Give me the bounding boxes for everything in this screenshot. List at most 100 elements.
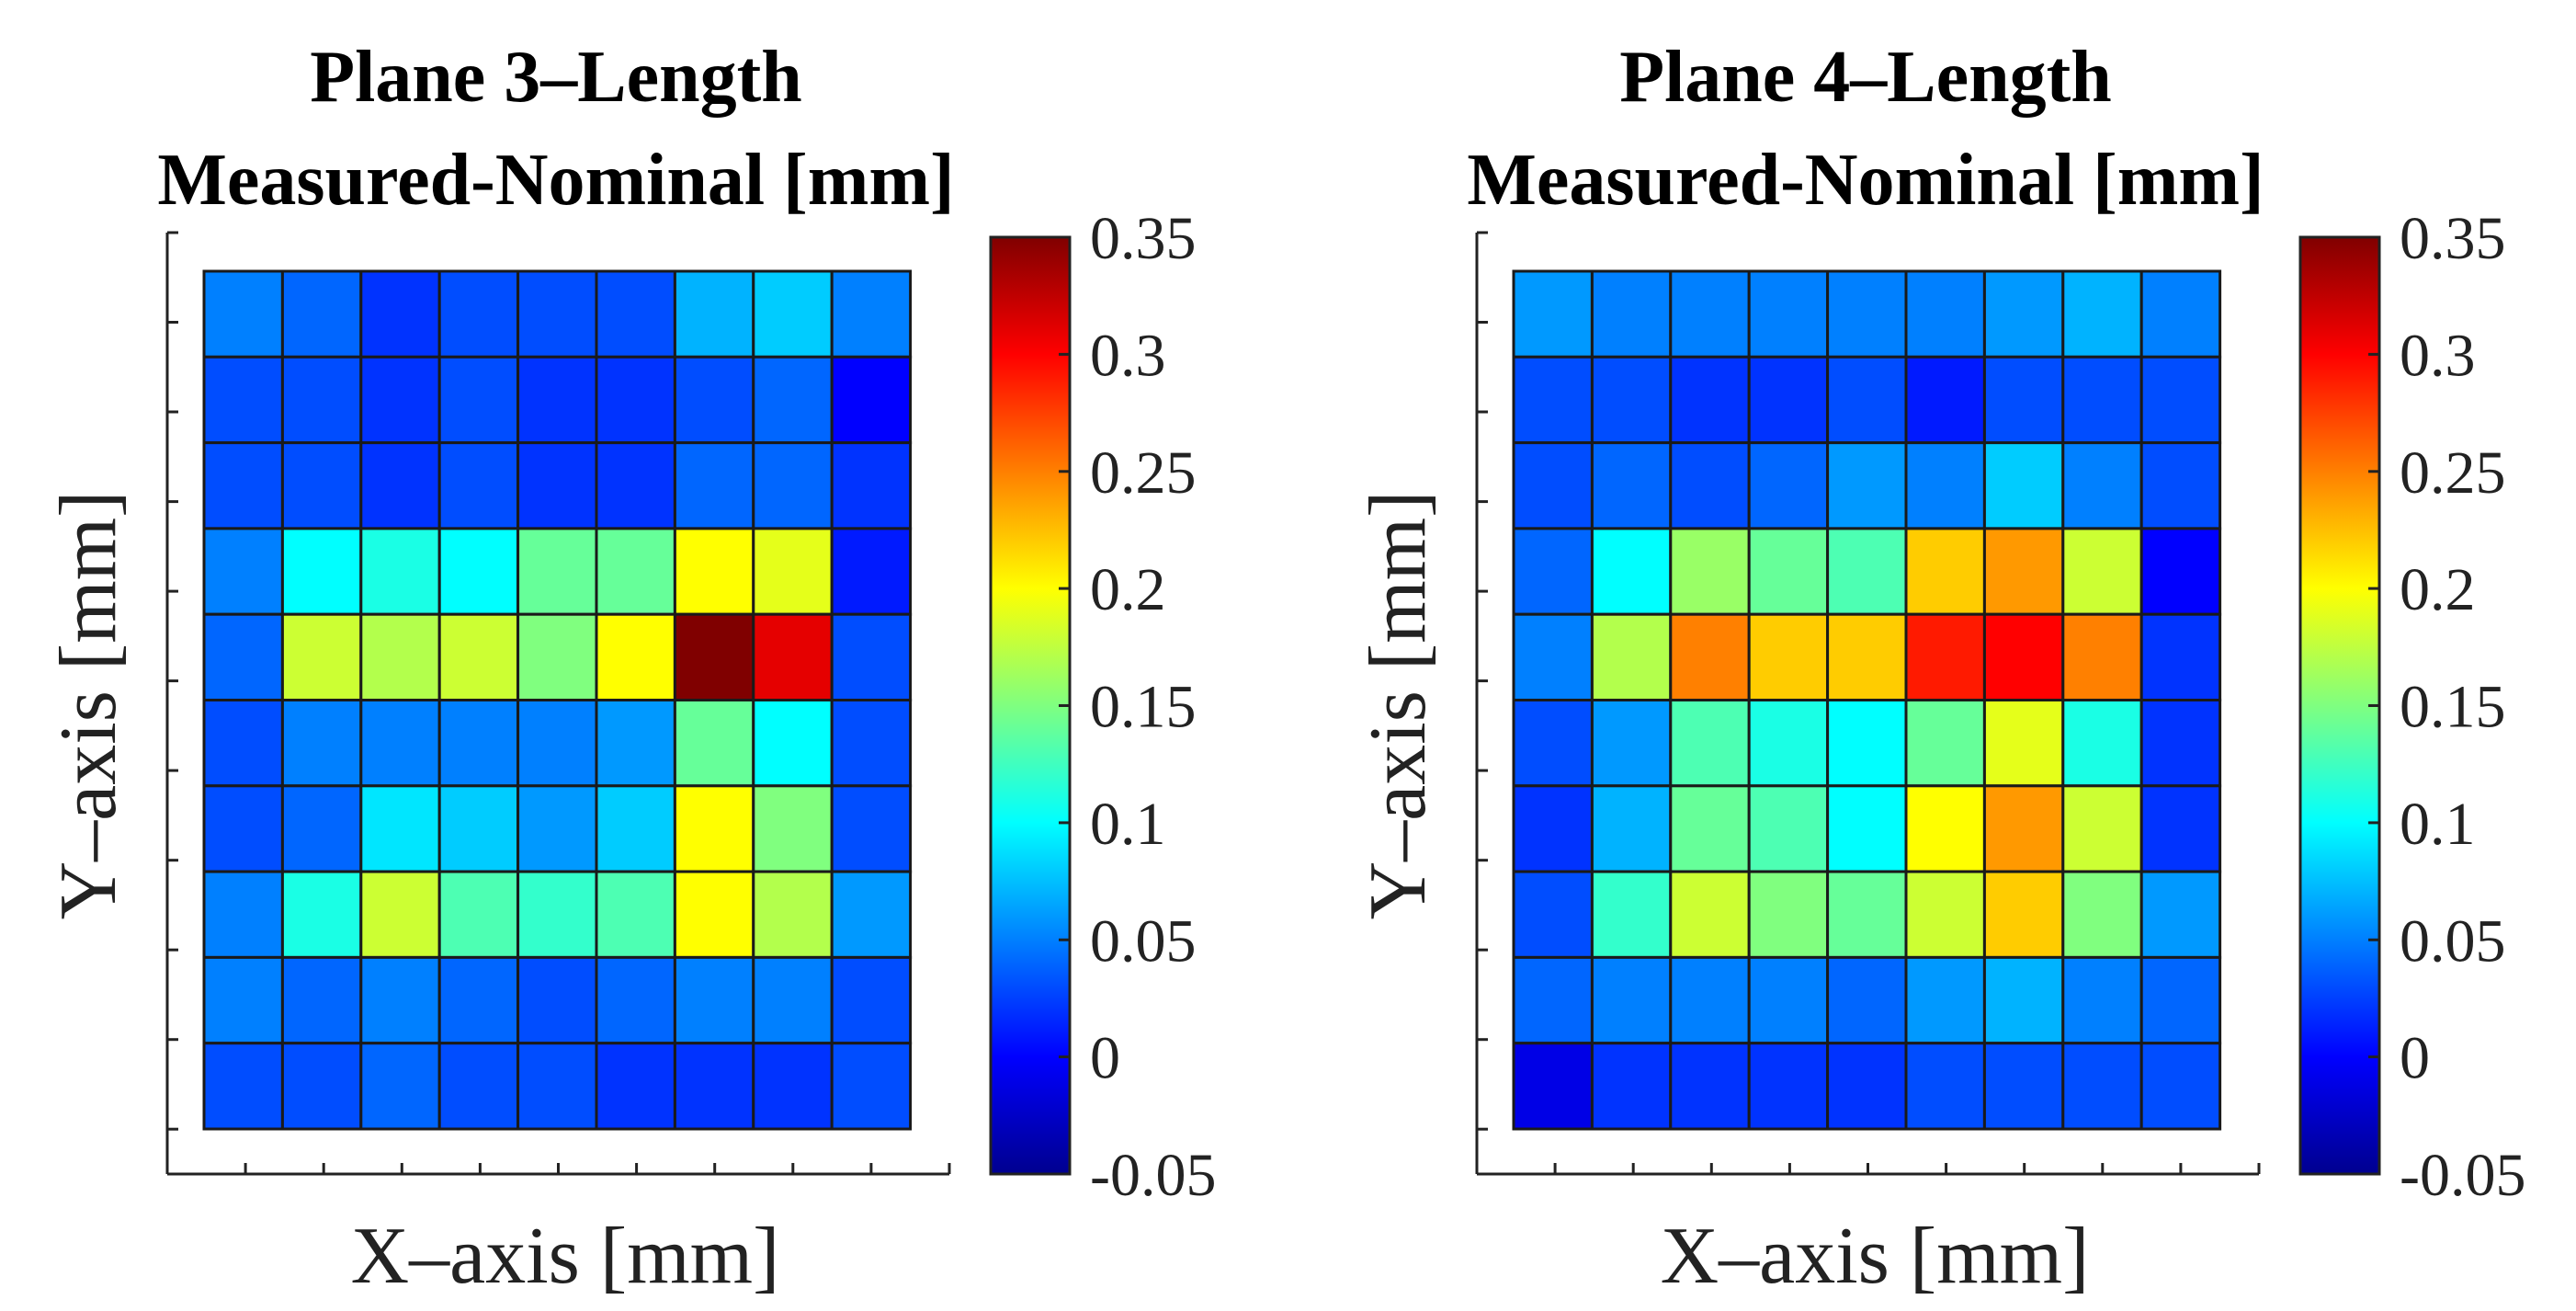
heatmap-cell — [1826, 699, 1908, 788]
heatmap-cell — [673, 870, 755, 959]
colorbar-tick-label: 0 — [1090, 1025, 1120, 1092]
heatmap-cell — [1904, 955, 1986, 1045]
heatmap-cell — [1590, 355, 1673, 445]
heatmap-cell — [359, 870, 441, 959]
heatmap-cell — [1512, 612, 1594, 702]
y-axis-label: Y–axis [mm] — [44, 491, 133, 920]
heatmap-cell — [752, 955, 834, 1045]
colorbar: 0.35 0.3 0.25 0.2 0.15 0.1 0.05 0 -0.05 — [2298, 205, 2525, 1209]
heatmap-cell — [595, 1042, 676, 1131]
heatmap-cell — [1747, 355, 1830, 445]
colorbar-gradient — [989, 235, 1072, 1176]
heatmap-cell — [437, 269, 520, 359]
heatmap-cell — [437, 784, 520, 873]
colorbar-tick-label: 0.2 — [1090, 556, 1166, 623]
heatmap-cell — [830, 527, 913, 616]
heatmap-cell — [1512, 699, 1594, 788]
heatmap-cell — [2139, 355, 2222, 445]
heatmap-cell — [752, 527, 834, 616]
heatmap-cell — [1669, 870, 1751, 959]
heatmap-cell — [516, 870, 598, 959]
heatmap-cell — [1904, 612, 1986, 702]
heatmap-cell — [673, 527, 755, 616]
heatmap-cell — [1826, 269, 1908, 359]
heatmap-cell — [1590, 699, 1673, 788]
heatmap-cell — [437, 355, 520, 445]
heatmap-cell — [2061, 955, 2143, 1045]
chart-subtitle: Measured-Nominal [mm] — [1467, 140, 2264, 221]
heatmap-cell — [752, 870, 834, 959]
heatmap-cell — [2061, 1042, 2143, 1131]
heatmap-cell — [1669, 699, 1751, 788]
chart-title: Plane 3–Length — [310, 37, 802, 118]
colorbar-tick-label: 0.05 — [2400, 907, 2506, 975]
heatmap-cell — [1669, 355, 1751, 445]
heatmap-cell — [2139, 1042, 2222, 1131]
heatmap-cell — [673, 441, 755, 530]
heatmap-cell — [1747, 1042, 1830, 1131]
heatmap-cell — [516, 1042, 598, 1131]
heatmap-cell — [280, 355, 363, 445]
heatmap-cell — [1982, 784, 2065, 873]
heatmap-cell — [1512, 955, 1594, 1045]
heatmap-cell — [437, 527, 520, 616]
heatmap-cell — [1747, 612, 1830, 702]
heatmap-cell — [1512, 1042, 1594, 1131]
heatmap-cell — [280, 1042, 363, 1131]
heatmap-cell — [2139, 784, 2222, 873]
heatmap-cell — [1982, 699, 2065, 788]
heatmap-cell — [202, 269, 284, 359]
heatmap-cell — [2139, 527, 2222, 616]
heatmap-cell — [2061, 612, 2143, 702]
heatmap-panel-plane-3: Plane 3–Length Measured-Nominal [mm] X–a… — [44, 37, 1216, 1301]
heatmap-cell — [595, 441, 676, 530]
heatmap-cell — [673, 1042, 755, 1131]
colorbar-tick-label: 0.1 — [1090, 791, 1166, 858]
heatmap-cell — [830, 1042, 913, 1131]
colorbar: 0.35 0.3 0.25 0.2 0.15 0.1 0.05 0 -0.05 — [989, 205, 1216, 1209]
heatmap-cell — [2061, 870, 2143, 959]
chart-title: Plane 4–Length — [1619, 37, 2112, 118]
heatmap-cell — [202, 870, 284, 959]
x-axis-label: X–axis [mm] — [1661, 1212, 2090, 1301]
heatmap-cell — [1669, 441, 1751, 530]
heatmap-cell — [673, 355, 755, 445]
heatmap-cell — [2139, 870, 2222, 959]
heatmap-cell — [516, 699, 598, 788]
heatmap-cell — [359, 527, 441, 616]
heatmap-cell — [202, 355, 284, 445]
heatmap-cell — [1669, 527, 1751, 616]
heatmap-cell — [280, 527, 363, 616]
heatmap-cell — [1669, 955, 1751, 1045]
heatmap-cell — [1904, 269, 1986, 359]
colorbar-tick-label: -0.05 — [2400, 1142, 2525, 1209]
heatmap-cell — [1826, 870, 1908, 959]
heatmap-cell — [2139, 955, 2222, 1045]
heatmap-cell — [1904, 355, 1986, 445]
heatmap-cell — [2061, 699, 2143, 788]
colorbar-tick-label: 0.15 — [1090, 674, 1197, 741]
heatmap-cell — [1747, 784, 1830, 873]
heatmap-cell — [830, 355, 913, 445]
colorbar-tick-label: 0.15 — [2400, 674, 2506, 741]
heatmap-cell — [1590, 784, 1673, 873]
heatmap-cell — [1512, 527, 1594, 616]
heatmap-cell — [1512, 784, 1594, 873]
heatmap-cell — [595, 355, 676, 445]
heatmap-cell — [1512, 441, 1594, 530]
heatmap-cell — [280, 870, 363, 959]
heatmap-cell — [359, 441, 441, 530]
colorbar-tick-label: 0.05 — [1090, 907, 1197, 975]
heatmap-cell — [359, 1042, 441, 1131]
heatmap-cell — [1904, 527, 1986, 616]
heatmap-cell — [1826, 612, 1908, 702]
heatmap-cell — [1904, 699, 1986, 788]
heatmap-cell — [1590, 441, 1673, 530]
heatmap-cell — [2061, 784, 2143, 873]
heatmap-cell — [1747, 955, 1830, 1045]
heatmap-cell — [1590, 870, 1673, 959]
heatmap-cell — [752, 612, 834, 702]
heatmap-cell — [752, 355, 834, 445]
heatmap-cell — [1982, 870, 2065, 959]
